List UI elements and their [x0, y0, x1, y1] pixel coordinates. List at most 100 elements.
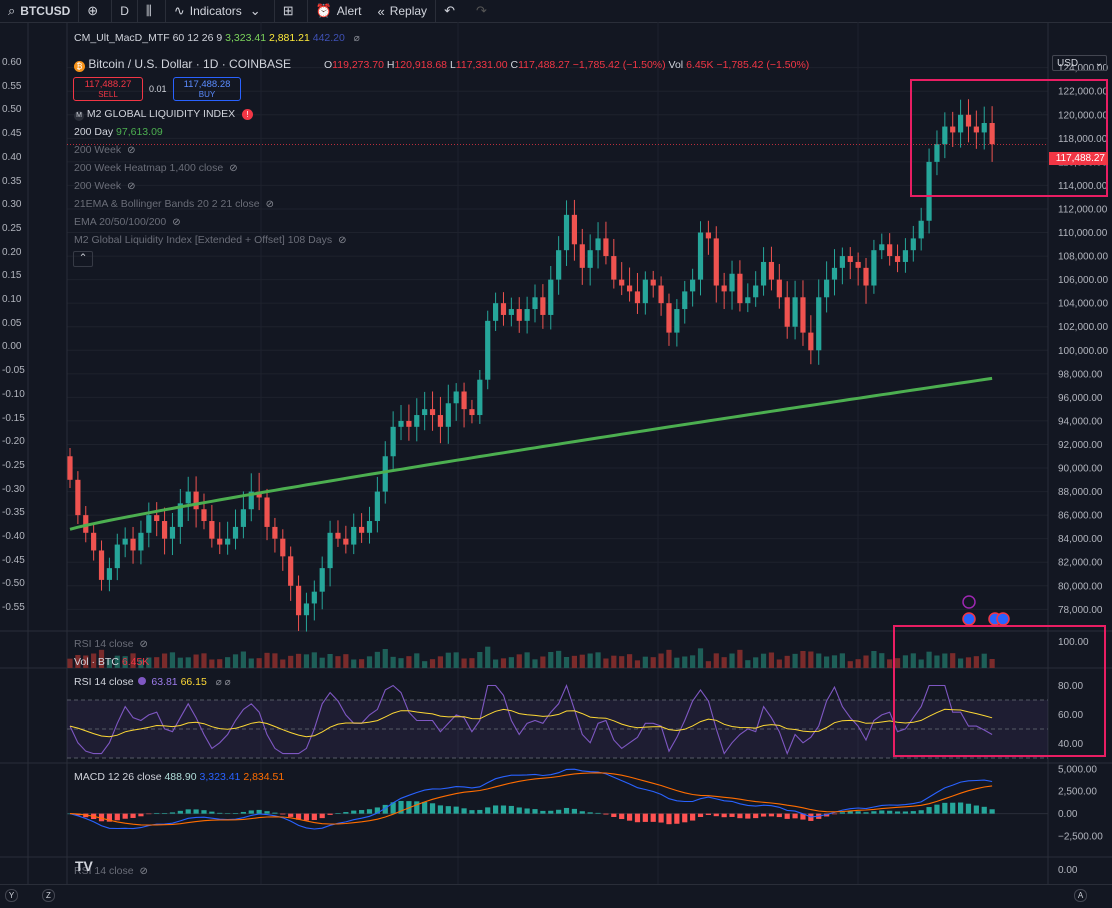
- legend-label: M2 Global Liquidity Index [Extended + Of…: [74, 234, 333, 246]
- price-axis[interactable]: 78,000.00 80,000.00 82,000.00 84,000.00 86,0…: [1058, 63, 1108, 876]
- compare-button[interactable]: ⊕: [78, 0, 111, 22]
- candle: [492, 303, 499, 321]
- candle: [548, 279, 554, 315]
- macd-histogram-bar: [776, 813, 782, 818]
- candle: [469, 409, 475, 416]
- volume-bar: [295, 653, 302, 668]
- symbol-legend[interactable]: ₿ Bitcoin / U.S. Dollar · 1D · COINBASE: [74, 57, 291, 72]
- volume-pane-legend[interactable]: Vol · BTC 6.45K: [74, 656, 149, 668]
- hidden-eye-icon[interactable]: ⊘: [139, 866, 148, 877]
- macd-histogram-bar: [626, 813, 633, 821]
- volume-bar: [571, 655, 578, 668]
- price-chart[interactable]: 78,000.00 80,000.00 82,000.00 84,000.00 86,0…: [0, 22, 1112, 884]
- bottom-pane-legend[interactable]: RSI 14 close ⊘: [74, 865, 148, 877]
- volume-bar: [67, 658, 73, 668]
- legend-200week-heatmap[interactable]: 200 Week Heatmap 1,400 close ⊘: [74, 162, 238, 174]
- symbol-search[interactable]: ⌕ BTCUSD: [0, 0, 78, 22]
- legend-label: M2 GLOBAL LIQUIDITY INDEX: [86, 108, 236, 120]
- macd-histogram-bar: [595, 812, 601, 814]
- hidden-eye-icon[interactable]: ⊘: [139, 639, 148, 650]
- replay-button[interactable]: « Replay: [369, 0, 435, 22]
- hide-icon[interactable]: ⌀ ⌀: [215, 677, 231, 688]
- legend-21ema-bb[interactable]: 21EMA & Bollinger Bands 20 2 21 close ⊘: [74, 198, 274, 210]
- volume-bar: [713, 653, 719, 668]
- us-flag-event-icon[interactable]: [962, 612, 976, 626]
- candle: [500, 303, 507, 315]
- candle: [658, 285, 664, 304]
- currency-select[interactable]: USD ⌄: [1052, 55, 1107, 71]
- price-tick-label: 124,000.00: [1058, 63, 1108, 74]
- macd-pane-legend[interactable]: MACD 12 26 close 488.90 3,323.41 2,834.5…: [74, 771, 284, 783]
- macd-histogram-bar: [500, 805, 507, 814]
- rewind-icon: «: [377, 3, 385, 19]
- legend-m2[interactable]: M M2 GLOBAL LIQUIDITY INDEX !: [74, 108, 254, 121]
- legend-200week-2[interactable]: 200 Week ⊘: [74, 180, 135, 192]
- candle: [280, 538, 286, 557]
- rsi-pane-legend[interactable]: RSI 14 close 63.81 66.15 ⌀ ⌀: [74, 676, 231, 688]
- close-value: 117,488.27: [518, 59, 570, 71]
- candle: [792, 297, 798, 327]
- bottom-tick-label: 0.00: [1058, 865, 1078, 876]
- legend-200week[interactable]: 200 Week ⊘: [74, 144, 135, 156]
- undo-icon: ↶: [444, 3, 455, 18]
- redo-button[interactable]: ↷: [468, 0, 500, 22]
- currency-label: USD: [1057, 58, 1079, 69]
- left-scale-label: -0.25: [2, 459, 25, 471]
- macd-histogram-bar: [839, 812, 845, 814]
- lightning-event-icon[interactable]: [962, 595, 976, 609]
- collapse-legend-button[interactable]: ⌃: [73, 251, 93, 267]
- buy-button[interactable]: 117,488.28 BUY: [173, 77, 241, 101]
- alert-button[interactable]: ⏰ Alert: [306, 0, 370, 22]
- chart-type-button[interactable]: ⫼: [136, 0, 165, 22]
- candle: [193, 491, 199, 510]
- interval-button[interactable]: D: [111, 0, 137, 22]
- m-logo-icon: M: [74, 111, 84, 121]
- volume-bar: [658, 653, 664, 668]
- macd-histogram-bar: [666, 813, 672, 825]
- warning-icon[interactable]: !: [242, 109, 254, 120]
- macd-mtf-legend[interactable]: CM_Ult_MacD_MTF 60 12 26 9 3,323.41 2,88…: [74, 32, 360, 44]
- candle: [808, 332, 814, 351]
- auto-scale-toggle[interactable]: A: [1074, 889, 1087, 902]
- hidden-eye-icon[interactable]: ⊘: [127, 181, 136, 192]
- undo-button[interactable]: ↶: [435, 0, 468, 22]
- volume-bar: [871, 651, 877, 668]
- candle: [477, 379, 483, 416]
- macd-histogram-bar: [343, 812, 349, 814]
- volume-pane-legend-rsi[interactable]: RSI 14 close ⊘: [74, 638, 148, 650]
- volume-bar: [760, 653, 767, 668]
- macd-histogram-bar: [422, 801, 428, 814]
- macd-histogram-bar: [351, 810, 357, 814]
- volume-bar: [910, 653, 916, 668]
- volume-bar: [177, 657, 183, 668]
- hidden-eye-icon[interactable]: ⊘: [127, 145, 136, 156]
- indicators-button[interactable]: ∿ Indicators ⌄: [164, 0, 274, 22]
- zoom-toggle[interactable]: Z: [42, 889, 55, 902]
- hide-icon[interactable]: ⌀: [353, 33, 360, 44]
- sell-button[interactable]: 117,488.27 SELL: [73, 77, 143, 101]
- volume-bar: [824, 656, 830, 668]
- low-value: 117,331.00: [455, 59, 508, 71]
- candle: [429, 409, 436, 416]
- hidden-eye-icon[interactable]: ⊘: [265, 199, 275, 210]
- legend-200day[interactable]: 200 Day 97,613.09: [74, 126, 163, 138]
- hidden-eye-icon[interactable]: ⊘: [172, 217, 181, 228]
- macd-histogram-bar: [437, 805, 444, 814]
- hidden-eye-icon[interactable]: ⊘: [229, 163, 238, 174]
- candle: [366, 521, 373, 533]
- macd-histogram-bar: [508, 805, 514, 814]
- legend-m2-extended[interactable]: M2 Global Liquidity Index [Extended + Of…: [74, 234, 346, 246]
- y-axis-toggle[interactable]: Y: [5, 889, 18, 902]
- macd-histogram-bar: [232, 813, 239, 814]
- candle: [926, 161, 932, 221]
- candle: [776, 279, 782, 298]
- layouts-button[interactable]: ⊞: [273, 0, 307, 22]
- us-flag-event-icon[interactable]: [996, 612, 1010, 626]
- hidden-eye-icon[interactable]: ⊘: [338, 235, 347, 246]
- candle: [272, 526, 278, 539]
- change-value: −1,785.42 (−1.50%): [572, 59, 666, 71]
- volume-bar: [382, 649, 388, 668]
- left-scale-label: 0.30: [2, 199, 22, 211]
- macd-histogram-bar: [217, 812, 223, 814]
- legend-ema[interactable]: EMA 20/50/100/200 ⊘: [74, 216, 181, 228]
